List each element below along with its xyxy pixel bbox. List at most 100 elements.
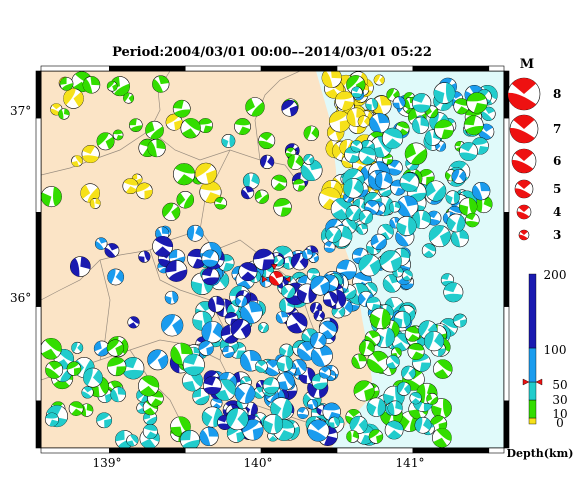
focal-mechanism-northwest-shallow xyxy=(89,197,101,209)
focal-mechanism-west-deep xyxy=(93,340,110,357)
focal-mechanism-offshore-east xyxy=(428,225,451,248)
focal-mechanism-kanto-core xyxy=(302,248,313,260)
focal-mechanism-north-coast-mixed xyxy=(411,116,430,134)
focal-mechanism-kanto-core xyxy=(273,419,295,441)
focal-mechanism-north-coast-mixed xyxy=(458,197,478,216)
featured-event xyxy=(262,264,291,286)
focal-mechanism-northwest-shallow xyxy=(129,118,143,132)
magnitude-symbol-4 xyxy=(516,204,532,220)
focal-mechanism-west-deep xyxy=(69,256,91,277)
frame-bar-right xyxy=(503,306,510,402)
depth-legend: 200 100 50 30 10 0 Depth(km) xyxy=(507,268,574,460)
focal-mechanism-north-coast-mixed xyxy=(445,190,460,205)
focal-mechanism-southwest-shallow xyxy=(81,386,94,399)
frame-bar-left xyxy=(35,306,42,402)
focal-mechanism-kanto-core xyxy=(275,311,289,324)
focal-mechanism-northwest-shallow xyxy=(172,99,191,118)
focal-mechanism-nikko-mixed xyxy=(292,178,306,192)
focal-mechanism-offshore-east xyxy=(421,243,437,258)
focal-mechanism-southwest-shallow xyxy=(107,357,127,377)
focal-mechanism-west-deep xyxy=(147,349,169,371)
focal-mechanism-offshore-east xyxy=(453,313,467,328)
frame-bar-bottom xyxy=(488,447,505,454)
focal-mechanism-southwest-shallow xyxy=(68,401,84,416)
focal-mechanism-coast-central xyxy=(401,269,413,281)
lon-label-141: 141° xyxy=(396,456,425,470)
focal-mechanism-kanto-core xyxy=(286,312,308,334)
focal-mechanism-northwest-shallow xyxy=(58,108,70,120)
focal-mechanism-offshore-east xyxy=(396,216,417,236)
depth-band-30-50 xyxy=(528,381,537,401)
frame-bar-bottom xyxy=(109,447,186,454)
frame-bar-left xyxy=(35,212,42,307)
focal-mechanism-nikko-mixed xyxy=(254,189,269,204)
depth-marker-left xyxy=(522,378,530,386)
focal-mechanism-coast-central xyxy=(389,201,401,213)
focal-mechanism-northwest-shallow xyxy=(176,190,195,209)
focal-mechanism-southeast-shallow xyxy=(349,415,368,434)
focal-mechanism-kanto-core xyxy=(234,383,256,404)
magnitude-legend-title: M xyxy=(520,57,534,72)
focal-mechanism-north-coast-mixed xyxy=(434,119,454,140)
magnitude-label-6: 6 xyxy=(553,154,561,168)
focal-mechanism-southwest-shallow xyxy=(126,434,139,447)
focal-mechanism-coast-central xyxy=(323,241,336,253)
focal-mechanism-kanto-core xyxy=(252,248,275,271)
focal-mechanism-north-coast-mixed xyxy=(425,180,447,202)
focal-mechanism-northwest-shallow xyxy=(82,76,101,94)
featured-mechanism xyxy=(268,271,284,286)
focal-mechanism-north-coast-mixed xyxy=(466,92,488,114)
frame-bar-top xyxy=(40,65,110,72)
focal-mechanism-southeast-shallow xyxy=(433,359,453,379)
focal-mechanism-west-deep xyxy=(152,235,174,257)
focal-mechanism-nikko-mixed xyxy=(221,134,236,148)
depth-band-100-200 xyxy=(528,273,537,349)
lat-label-37: 37° xyxy=(10,104,31,118)
focal-mechanism-southwest-shallow xyxy=(142,424,158,440)
focal-mechanism-kanto-core xyxy=(255,360,268,373)
map-area xyxy=(41,71,504,448)
focal-mechanism-southeast-shallow xyxy=(386,355,400,369)
focal-mechanism-west-deep xyxy=(201,249,220,268)
focal-mechanism-offshore-east xyxy=(379,250,402,273)
depth-band-50-100 xyxy=(528,347,537,383)
focal-mechanism-northwest-shallow xyxy=(63,88,84,109)
focal-mechanism-nikko-mixed xyxy=(245,97,265,117)
focal-mechanism-southeast-shallow xyxy=(358,340,375,357)
frame-bar-bottom xyxy=(184,447,262,454)
lat-label-36: 36° xyxy=(10,291,31,305)
magnitude-symbol-7 xyxy=(509,114,539,144)
focal-mechanism-kanto-core xyxy=(270,397,293,420)
focal-mechanism-west-deep xyxy=(107,268,125,286)
focal-mechanism-coast-central xyxy=(358,209,374,224)
focal-mechanism-kanto-core xyxy=(238,262,258,282)
focal-mechanism-northwest-shallow xyxy=(180,118,201,139)
focal-mechanism-coast-central xyxy=(343,178,364,199)
focal-mechanism-kanto-core xyxy=(296,407,309,419)
frame-bar-left xyxy=(35,70,42,119)
focal-mechanism-southwest-shallow xyxy=(45,360,64,379)
focal-mechanism-southeast-shallow xyxy=(351,353,367,369)
focal-mechanism-kanto-core xyxy=(202,376,222,395)
focal-mechanism-nikko-mixed xyxy=(214,196,227,210)
featured-marker-right xyxy=(284,275,291,283)
focal-mechanism-offshore-east xyxy=(446,213,466,233)
focal-mechanism-offshore-east xyxy=(450,229,469,248)
focal-mechanism-nikko-mixed xyxy=(287,154,304,171)
focal-mechanism-north-coast-mixed xyxy=(433,82,456,104)
map-frame xyxy=(35,65,510,454)
frame-bar-top xyxy=(109,65,186,72)
focal-mechanism-kanto-core xyxy=(281,284,296,299)
frame-bar-top xyxy=(336,65,414,72)
focal-mechanism-northwest-shallow xyxy=(173,163,196,186)
focal-mechanism-kanto-core xyxy=(258,322,269,333)
magnitude-label-4: 4 xyxy=(553,205,561,219)
focal-mechanism-north-coast-mixed xyxy=(351,86,363,99)
focal-mechanism-kanto-core xyxy=(296,283,318,304)
focal-mechanism-north-coast-mixed xyxy=(472,182,491,201)
focal-mechanism-kanto-core xyxy=(319,366,332,379)
focal-mechanism-nikko-mixed xyxy=(281,99,299,117)
focal-mechanism-northeast-shallow xyxy=(357,115,370,128)
focal-mechanism-kanto-core xyxy=(240,301,263,324)
frame-bar-right xyxy=(503,117,510,213)
